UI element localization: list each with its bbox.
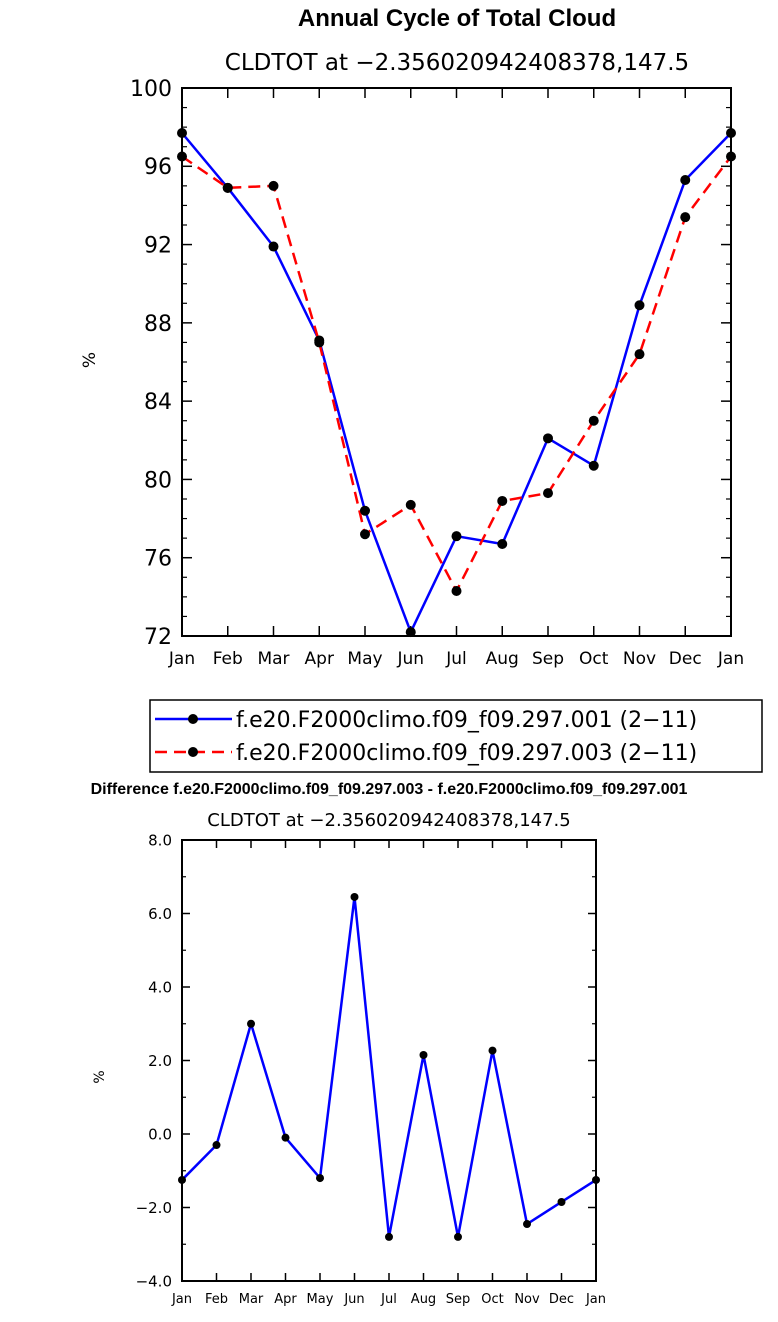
chart1-xtick-label: Nov bbox=[623, 649, 656, 669]
chart2-ylabel: % bbox=[92, 1070, 108, 1083]
chart2-point-s0-12 bbox=[592, 1175, 600, 1184]
chart1-point-s0-8 bbox=[543, 433, 553, 444]
chart2-point-s0-4 bbox=[316, 1174, 324, 1183]
chart1-point-s1-9 bbox=[588, 415, 599, 426]
chart2-point-s0-9 bbox=[488, 1046, 497, 1055]
legend-box bbox=[149, 699, 763, 773]
chart2-plot: Jan Feb Mar Apr May Jun Jul Aug Sep Oct Nov Dec Jan −… bbox=[136, 831, 606, 1307]
chart1-point-s1-0 bbox=[177, 151, 187, 162]
chart1-point-s1-5 bbox=[405, 499, 416, 510]
chart1-xtick-label: Aug bbox=[486, 649, 519, 669]
chart2-ytick-label: 6.0 bbox=[148, 905, 172, 923]
chart2-point-s0-0 bbox=[178, 1175, 186, 1184]
chart2-xtick-label: Nov bbox=[514, 1292, 540, 1307]
chart1-point-s1-8 bbox=[543, 488, 553, 499]
chart1-ytick-label: 72 bbox=[144, 625, 172, 650]
chart2-xtick-label: Jan bbox=[585, 1292, 606, 1307]
chart2-point-s0-5 bbox=[350, 892, 359, 901]
chart2-subtitle: CLDTOT at −2.356020942408378,147.5 bbox=[207, 810, 570, 831]
chart1-point-s1-12 bbox=[726, 151, 736, 162]
chart1-ytick-label: 80 bbox=[144, 468, 172, 493]
chart1-xtick-label: Apr bbox=[305, 649, 334, 669]
chart1-point-s1-11 bbox=[680, 212, 691, 223]
chart1-ytick-label: 88 bbox=[144, 312, 172, 337]
chart1-frame bbox=[181, 87, 732, 637]
chart1-point-s1-7 bbox=[497, 495, 508, 506]
chart1-point-s0-9 bbox=[588, 460, 599, 471]
chart1-ytick-label: 92 bbox=[144, 233, 172, 258]
chart1-xtick-label: Jan bbox=[717, 649, 744, 669]
chart1-point-s1-3 bbox=[314, 337, 325, 348]
chart1-ytick-label: 96 bbox=[144, 155, 172, 180]
chart2-point-s0-1 bbox=[212, 1141, 221, 1150]
chart2-xtick-label: Apr bbox=[274, 1292, 297, 1307]
chart2-xtick-label: May bbox=[307, 1292, 334, 1307]
chart2-ytick-label: −4.0 bbox=[136, 1272, 172, 1290]
chart2-title: Difference f.e20.F2000climo.f09_f09.297.… bbox=[91, 781, 688, 798]
chart1-plot: Jan Feb Mar Apr May Jun Jul Aug Sep Oct Nov Dec Jan7… bbox=[130, 77, 744, 669]
chart1-xtick-label: Mar bbox=[257, 649, 289, 669]
chart2-ytick-label: −2.0 bbox=[136, 1199, 172, 1217]
chart1-xtick-label: Jun bbox=[396, 649, 424, 669]
chart2-point-s0-7 bbox=[419, 1050, 428, 1059]
chart1-xtick-label: Feb bbox=[213, 649, 243, 669]
chart2-xtick-label: Dec bbox=[549, 1292, 574, 1307]
chart1-subtitle: CLDTOT at −2.356020942408378,147.5 bbox=[225, 50, 689, 76]
chart1-xtick-label: Sep bbox=[532, 649, 564, 669]
chart1-xtick-label: Oct bbox=[579, 649, 609, 669]
chart2-series-line-0 bbox=[181, 895, 597, 1239]
legend-marker-003 bbox=[188, 747, 198, 757]
chart2-point-s0-8 bbox=[454, 1232, 462, 1241]
chart2-xtick-label: Feb bbox=[205, 1292, 228, 1307]
legend-marker-001 bbox=[188, 714, 198, 724]
chart2-xtick-label: Mar bbox=[239, 1292, 264, 1307]
chart1-point-s0-10 bbox=[634, 300, 645, 311]
legend-label-003: f.e20.F2000climo.f09_f09.297.003 (2−11) bbox=[236, 741, 697, 766]
chart2-xtick-label: Sep bbox=[446, 1292, 471, 1307]
chart1-point-s0-2 bbox=[268, 241, 279, 252]
chart2-ytick-label: 0.0 bbox=[148, 1125, 172, 1143]
chart1-point-s0-12 bbox=[726, 128, 736, 139]
chart1-point-s1-1 bbox=[222, 182, 233, 193]
chart1-ytick-label: 84 bbox=[144, 390, 172, 415]
chart2-xtick-label: Oct bbox=[481, 1292, 503, 1307]
chart2-xtick-label: Jun bbox=[343, 1292, 364, 1307]
chart1-point-s0-7 bbox=[497, 539, 508, 550]
chart1-ytick-label: 76 bbox=[144, 547, 172, 572]
chart1-point-s1-4 bbox=[360, 529, 370, 540]
chart1-point-s0-5 bbox=[405, 627, 416, 638]
chart2-point-s0-10 bbox=[523, 1220, 531, 1229]
chart2-point-s0-3 bbox=[281, 1133, 290, 1142]
chart1-point-s1-6 bbox=[451, 585, 462, 596]
chart2-ytick-label: 4.0 bbox=[148, 978, 172, 996]
chart1-series-line-0 bbox=[181, 132, 732, 634]
chart1-point-s1-2 bbox=[268, 180, 279, 191]
chart1-xtick-label: Dec bbox=[669, 649, 702, 669]
chart2-frame bbox=[181, 839, 597, 1282]
chart2-point-s0-6 bbox=[385, 1232, 393, 1241]
chart2-ytick-label: 2.0 bbox=[148, 1052, 172, 1070]
chart2-ytick-label: 8.0 bbox=[148, 831, 172, 849]
chart2-xtick-label: Jul bbox=[380, 1292, 397, 1307]
chart1-point-s1-10 bbox=[634, 349, 645, 360]
chart1-point-s0-11 bbox=[680, 174, 691, 185]
chart1-ytick-label: 100 bbox=[130, 77, 172, 102]
legend-label-001: f.e20.F2000climo.f09_f09.297.001 (2−11) bbox=[236, 708, 697, 733]
chart1-xtick-label: Jan bbox=[168, 649, 195, 669]
chart2-xtick-label: Jan bbox=[171, 1292, 192, 1307]
chart2-point-s0-2 bbox=[247, 1019, 255, 1028]
chart1-title: Annual Cycle of Total Cloud bbox=[298, 5, 616, 32]
chart1-point-s0-6 bbox=[451, 531, 462, 542]
chart2-point-s0-11 bbox=[557, 1197, 566, 1206]
chart1-series-line-1 bbox=[181, 155, 732, 593]
chart1-point-s0-4 bbox=[360, 505, 370, 516]
chart1-xtick-label: May bbox=[347, 649, 382, 669]
chart2-xtick-label: Aug bbox=[411, 1292, 436, 1307]
chart1-legend: f.e20.F2000climo.f09_f09.297.001 (2−11) … bbox=[149, 699, 763, 773]
chart1-ylabel: % bbox=[80, 352, 100, 368]
chart1-point-s0-0 bbox=[177, 128, 187, 139]
chart1-xtick-label: Jul bbox=[445, 649, 467, 669]
